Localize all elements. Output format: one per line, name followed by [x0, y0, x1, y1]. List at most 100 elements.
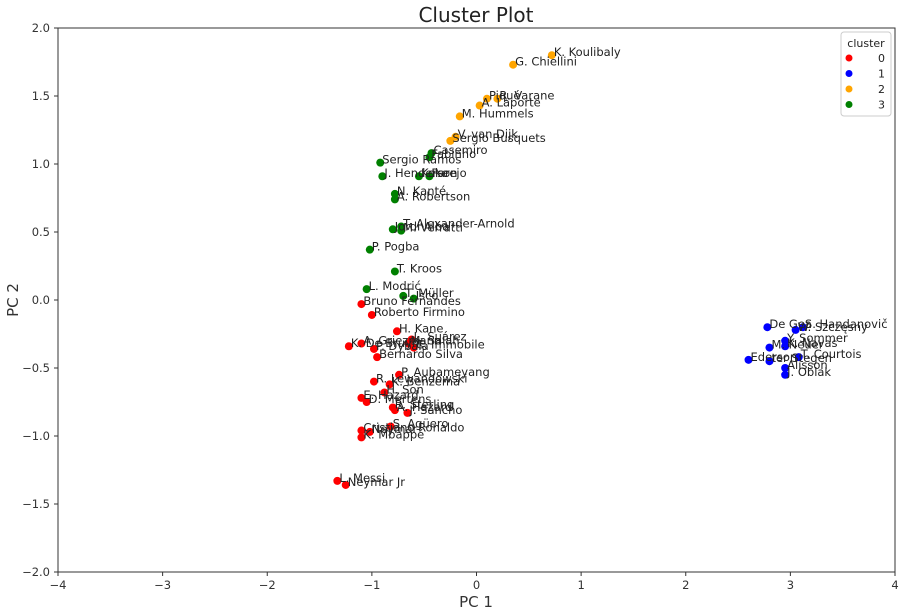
data-point [414, 172, 423, 181]
point-label: Cristiano Ronaldo [363, 421, 464, 435]
point-label: Koke [421, 166, 448, 180]
legend-entry-label: 0 [878, 52, 885, 65]
legend-marker [845, 70, 853, 77]
point-label: A. Laporte [482, 96, 541, 110]
data-point [781, 364, 790, 372]
data-point [509, 60, 518, 69]
point-label: Isco [416, 289, 439, 303]
data-point [365, 245, 374, 254]
point-label: A. Hazard [397, 400, 453, 414]
data-point [344, 342, 353, 351]
data-point [357, 339, 366, 348]
point-label: R. Sterling [395, 397, 454, 411]
y-axis-label: PC 2 [4, 283, 22, 317]
point-label: T. Alexander-Arnold [402, 217, 515, 231]
point-label: M. Hummels [462, 106, 534, 120]
point-label: Bernardo Silva [379, 347, 463, 361]
x-tick-label: −2 [259, 578, 276, 592]
point-label: V. van Dijk [458, 127, 519, 141]
data-point [425, 172, 434, 181]
data-point [357, 300, 366, 309]
point-label: Parejo [431, 166, 466, 180]
point-label: K. Benzema [392, 374, 460, 388]
data-point [386, 422, 395, 431]
point-label: C. Immobile [416, 338, 485, 352]
data-point [388, 225, 397, 234]
point-label: Piqué [489, 89, 521, 103]
data-point [397, 226, 406, 235]
point-label: E. Hazard [363, 388, 418, 402]
data-point [369, 344, 378, 353]
data-point [390, 406, 399, 415]
point-label: Sergio Busquets [452, 131, 545, 145]
data-point [390, 195, 399, 204]
point-label: K. Mbappé [363, 427, 424, 441]
data-point [446, 136, 455, 145]
point-label: A. Griezmann [363, 334, 441, 348]
data-point [781, 342, 790, 351]
data-point [765, 343, 774, 352]
data-point [475, 101, 484, 110]
point-label: P. Pogba [372, 240, 420, 254]
point-label: ter Stegen [771, 351, 832, 365]
y-tick-label: 2.0 [32, 21, 50, 35]
legend-marker [845, 101, 853, 108]
point-label: K. Koulibaly [554, 45, 621, 59]
point-label: K. Navas [787, 336, 837, 350]
data-point [455, 112, 464, 121]
data-point [362, 398, 371, 406]
x-tick-label: −3 [154, 578, 171, 592]
point-label: H. Son [386, 382, 423, 396]
point-label: Jordi Alba [394, 219, 450, 233]
point-label: L. Messi [339, 471, 385, 485]
data-point [493, 94, 502, 103]
point-label: K. De Bruyne [351, 336, 427, 350]
data-point [409, 294, 418, 303]
data-point [399, 291, 408, 300]
chart-title: Cluster Plot [418, 3, 533, 27]
y-tick-label: −2.0 [22, 565, 50, 579]
x-tick-label: 2 [682, 578, 689, 592]
data-point [365, 427, 374, 436]
data-point [385, 380, 394, 389]
point-label: T. Kroos [396, 261, 442, 275]
data-point [357, 426, 366, 435]
point-label: L. Modrić [369, 279, 421, 293]
y-tick-label: 0.5 [32, 225, 50, 239]
data-point [369, 377, 378, 386]
point-label: Neymar [372, 422, 418, 436]
x-tick-label: 4 [891, 578, 898, 592]
x-tick-label: −4 [50, 578, 67, 592]
data-point [798, 323, 807, 332]
point-label: A. Robertson [397, 189, 470, 203]
data-point [357, 433, 366, 442]
y-tick-label: 0.0 [32, 293, 50, 307]
point-label: Bruno Fernandes [363, 294, 460, 308]
data-point [425, 153, 434, 162]
point-label: Y. Sommer [786, 331, 848, 345]
points-layer [333, 51, 807, 489]
x-tick-label: 1 [577, 578, 584, 592]
point-label: P. Aubameyang [401, 365, 490, 379]
x-axis-ticks: −4 −3 −2 −1 0 1 2 3 4 [50, 572, 899, 592]
legend-entry-label: 2 [878, 83, 885, 96]
point-label: Fabinho [431, 147, 476, 161]
data-point [791, 325, 800, 334]
point-label: Ederson [751, 350, 798, 364]
data-point [380, 388, 389, 397]
point-label: J. Sancho [408, 403, 462, 417]
y-tick-label: 1.0 [32, 157, 50, 171]
x-tick-label: −1 [363, 578, 380, 592]
point-label: W. Szczęsny [798, 320, 868, 334]
data-point [547, 51, 556, 60]
data-point [390, 267, 399, 276]
data-point [744, 355, 753, 364]
legend-marker [845, 54, 853, 62]
point-label: H. Kane [399, 321, 444, 335]
data-point [376, 158, 385, 167]
data-point [403, 408, 412, 417]
data-point [763, 323, 772, 332]
legend-entries: 0 1 2 3 [845, 52, 885, 112]
